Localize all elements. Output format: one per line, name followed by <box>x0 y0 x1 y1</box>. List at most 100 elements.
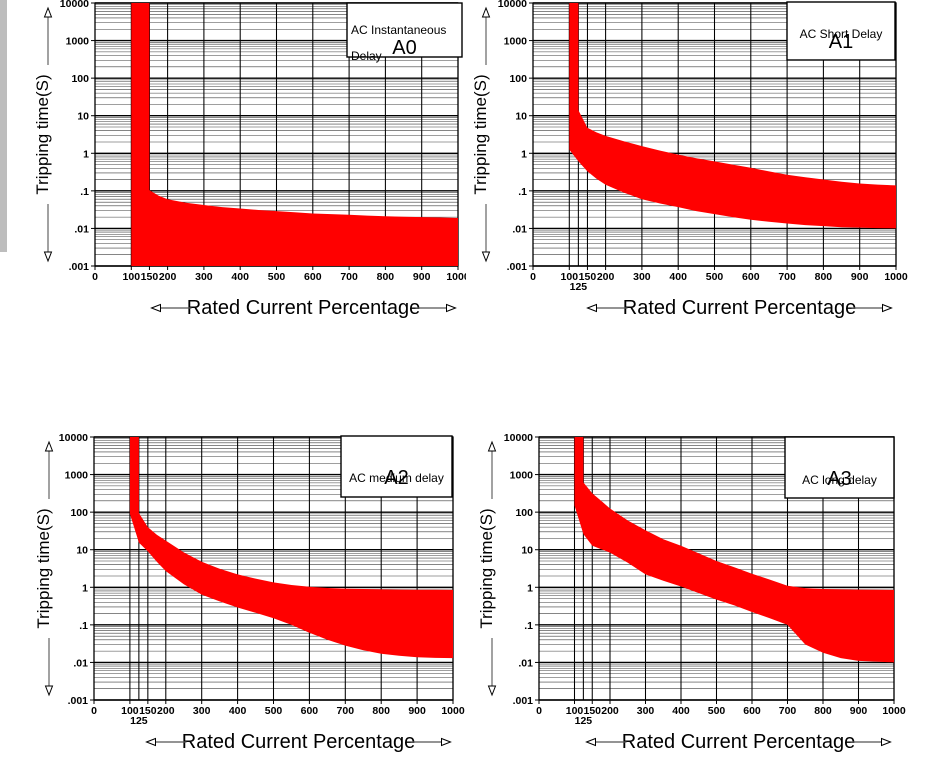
x-tick-label: 1000 <box>441 705 465 717</box>
x-axis-arrow-right-icon <box>441 737 452 747</box>
x-tick-label: 0 <box>530 271 536 283</box>
x-tick-label: 100 <box>561 271 579 283</box>
x-tick-label: 800 <box>372 705 390 717</box>
x-tick-label: 300 <box>633 271 651 283</box>
x-tick-label: 300 <box>637 705 655 717</box>
x-tick-label: 200 <box>597 271 615 283</box>
legend-box <box>786 1 896 61</box>
x-axis-label: Rated Current Percentage <box>187 297 420 319</box>
axes-a2: 0 100 150 200 300 400 500 600 700 800 900 100012510… <box>59 432 465 727</box>
x-tick-label: 150 <box>141 271 159 283</box>
x-tick-label: 600 <box>742 271 760 283</box>
x-tick-label: 100 <box>123 271 141 283</box>
legend-box <box>340 435 453 498</box>
legend-title: Delay <box>351 49 382 63</box>
legend-box <box>784 436 895 499</box>
x-tick-label: 800 <box>377 271 395 283</box>
x-axis-label: Rated Current Percentage <box>182 731 415 753</box>
y-tick-label: 1000 <box>510 470 534 482</box>
trip-band-a2 <box>129 437 453 659</box>
x-tick-label: 1000 <box>446 271 466 283</box>
chart-panel-a3: AC long delay A3 0 100 150 200 300 400 500 600 700… <box>467 430 933 770</box>
y-axis-arrow-up-icon <box>487 440 497 452</box>
x-tick-label: 200 <box>601 705 619 717</box>
chart-panel-a1: AC Short Delay A1 0 100 150 200 300 400 500 600 70… <box>467 0 933 330</box>
x-tick-label-125: 125 <box>570 281 588 293</box>
x-tick-label: 0 <box>536 705 542 717</box>
x-tick-label: 400 <box>231 271 249 283</box>
x-tick-label: 700 <box>778 271 796 283</box>
x-tick-label: 200 <box>159 271 177 283</box>
y-tick-label: 1000 <box>504 36 528 48</box>
x-tick-label: 600 <box>301 705 319 717</box>
y-tick-label: 1 <box>82 582 88 594</box>
y-tick-label: .001 <box>513 695 534 707</box>
y-tick-label: 100 <box>509 73 527 85</box>
y-tick-label: .01 <box>73 657 88 669</box>
x-tick-label: 150 <box>583 705 601 717</box>
x-tick-label: 400 <box>672 705 690 717</box>
x-tick-label: 600 <box>304 271 322 283</box>
x-tick-label: 800 <box>814 705 832 717</box>
legend-box <box>346 2 463 58</box>
x-tick-label: 1000 <box>882 705 906 717</box>
y-tick-label: 10000 <box>498 0 527 10</box>
x-axis-arrow-left-icon <box>145 737 156 747</box>
y-tick-label: .001 <box>68 695 89 707</box>
x-axis-arrow-right-icon <box>446 303 457 313</box>
trip-band-a0 <box>131 3 459 266</box>
y-tick-label: .01 <box>512 223 527 235</box>
x-axis-arrow-left-icon <box>585 737 596 747</box>
page-edge-strip <box>0 0 7 252</box>
x-tick-label: 200 <box>157 705 175 717</box>
trip-band-a1 <box>569 3 896 229</box>
legend-title: AC Instantaneous <box>351 23 446 37</box>
x-axis-arrow-left-icon <box>150 303 161 313</box>
y-axis-arrow-down-icon <box>487 685 497 697</box>
x-tick-label: 100 <box>121 705 139 717</box>
x-axis-label: Rated Current Percentage <box>622 731 855 753</box>
x-tick-label: 0 <box>91 705 97 717</box>
y-axis-arrow-down-icon <box>481 251 491 263</box>
x-tick-label: 300 <box>193 705 211 717</box>
x-axis-arrow-right-icon <box>882 303 893 313</box>
trip-band-a3 <box>574 437 894 663</box>
y-axis-arrow-down-icon <box>44 685 54 697</box>
x-tick-label: 400 <box>669 271 687 283</box>
x-tick-label: 900 <box>413 271 431 283</box>
y-tick-label: 10 <box>77 111 89 123</box>
x-tick-label: 900 <box>850 705 868 717</box>
y-tick-label: .1 <box>80 186 89 198</box>
x-tick-label: 700 <box>779 705 797 717</box>
y-axis-label: Tripping time(S) <box>477 508 496 628</box>
y-tick-label: 100 <box>515 507 533 519</box>
axes-a0: 0100150200300400500600700800900100010000… <box>60 0 466 283</box>
y-tick-label: 1000 <box>65 470 89 482</box>
y-tick-label: 1 <box>83 148 89 160</box>
legend-a0: AC Instantaneous Delay A0 <box>346 2 463 63</box>
y-tick-label: 1000 <box>66 36 90 48</box>
y-tick-label: 10000 <box>504 432 533 444</box>
x-tick-label: 500 <box>268 271 286 283</box>
legend-title: AC medium delay <box>349 471 444 485</box>
y-tick-label: 100 <box>71 73 89 85</box>
x-tick-label: 500 <box>265 705 283 717</box>
x-tick-label: 100 <box>566 705 584 717</box>
x-tick-label: 700 <box>337 705 355 717</box>
y-tick-label: .01 <box>518 657 533 669</box>
x-tick-label-125: 125 <box>130 715 148 727</box>
y-axis-arrow-down-icon <box>43 251 53 263</box>
x-tick-label: 900 <box>851 271 869 283</box>
y-axis-arrow-up-icon <box>43 6 53 18</box>
y-axis-arrow-up-icon <box>44 440 54 452</box>
chart-panel-a0: AC Instantaneous Delay A0 0 100 150 200 300 400 5… <box>0 0 466 330</box>
y-tick-label: .1 <box>79 620 88 632</box>
x-tick-label: 800 <box>815 271 833 283</box>
y-tick-label: 10 <box>515 111 527 123</box>
x-tick-label: 600 <box>743 705 761 717</box>
